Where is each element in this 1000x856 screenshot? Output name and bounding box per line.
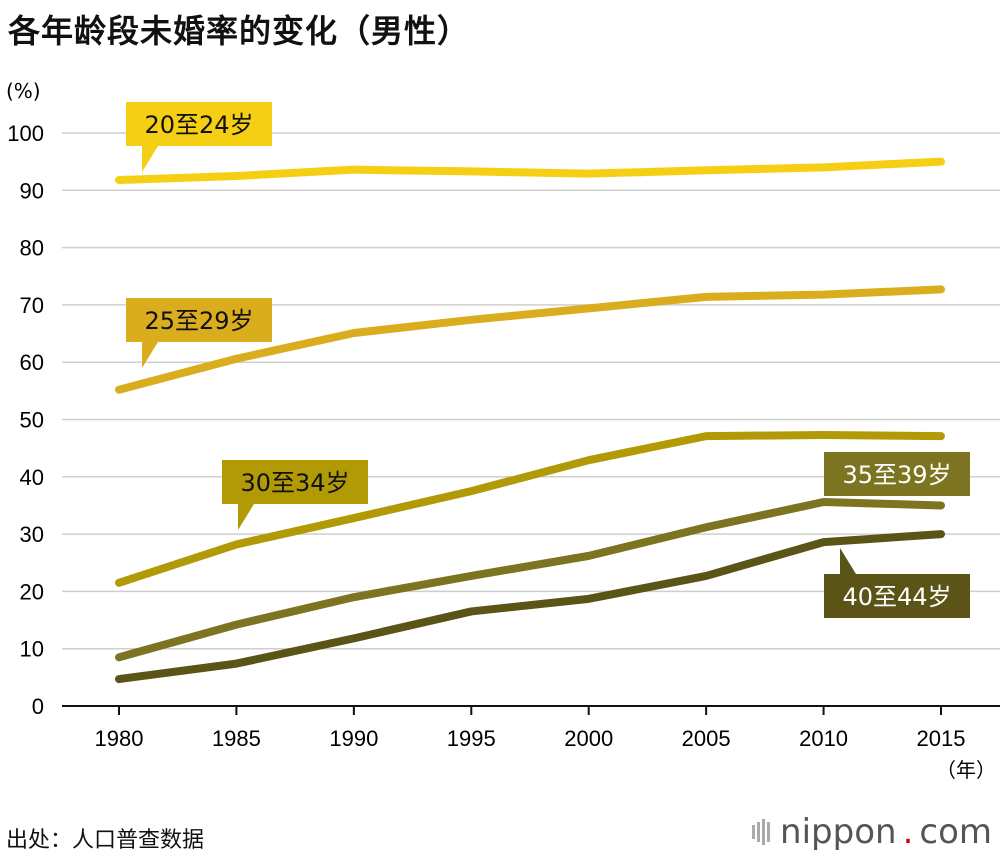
x-tick-label: 1995	[447, 726, 496, 751]
series-label-callout: 30至34岁	[222, 460, 368, 530]
callout-box	[824, 574, 970, 618]
callout-pointer	[238, 504, 254, 530]
brand-dot: .	[902, 812, 914, 852]
y-tick-label: 70	[20, 293, 44, 318]
source-note: 出处：人口普查数据	[6, 828, 205, 853]
y-tick-label: 90	[20, 178, 44, 203]
y-tick-label: 10	[20, 637, 44, 662]
series-label-text: 30至34岁	[240, 469, 349, 497]
y-tick-label: 50	[20, 408, 44, 433]
series-label-callout: 40至44岁	[824, 548, 970, 618]
x-axis-unit-label: （年）	[936, 758, 996, 782]
callout-pointer	[142, 342, 158, 368]
y-axis-unit-label: (%)	[6, 79, 41, 103]
chart-title: 各年龄段未婚率的变化（男性）	[8, 12, 471, 50]
x-tick-label: 2010	[799, 726, 848, 751]
x-tick-label: 1980	[95, 726, 144, 751]
callout-pointer	[840, 548, 856, 574]
series-line-3	[115, 430, 945, 587]
x-tick-label: 1990	[329, 726, 378, 751]
y-axis-ticks: 0 10 20 30 40 50 60 70 80 90 100	[7, 121, 44, 719]
x-axis-ticks: 1980 1985 1990 1995 2000 2005 2010 2015	[95, 706, 966, 751]
y-tick-label: 0	[32, 694, 44, 719]
series-lines	[115, 157, 945, 684]
x-tick-label: 1985	[212, 726, 261, 751]
series-label-text: 25至29岁	[144, 307, 253, 335]
x-tick-label: 2000	[564, 726, 613, 751]
brand-bars-icon	[752, 819, 771, 845]
x-tick-label: 2015	[917, 726, 966, 751]
callout-box	[222, 460, 368, 504]
callout-box	[126, 102, 272, 146]
y-tick-label: 60	[20, 350, 44, 375]
series-label-text: 40至44岁	[842, 583, 951, 611]
series-label-callout: 20至24岁	[126, 102, 272, 172]
gridlines	[62, 132, 1000, 707]
y-tick-label: 80	[20, 236, 44, 261]
series-label-callout: 35至39岁	[824, 452, 970, 496]
series-label-text: 20至24岁	[144, 111, 253, 139]
y-tick-label: 20	[20, 579, 44, 604]
brand-logo: nippon. com	[752, 812, 992, 852]
x-tick-label: 2005	[682, 726, 731, 751]
series-labels: 20至24岁 25至29岁 30至34岁 35至39岁 40至44岁	[126, 102, 970, 618]
y-tick-label: 40	[20, 465, 44, 490]
brand-tld: com	[919, 812, 992, 852]
series-line-1	[115, 157, 945, 184]
callout-pointer	[840, 474, 856, 496]
series-line-4	[115, 498, 945, 662]
y-tick-label: 30	[20, 522, 44, 547]
series-label-callout: 25至29岁	[126, 298, 272, 368]
callout-box	[126, 298, 272, 342]
y-tick-label: 100	[7, 121, 44, 146]
series-line-5	[115, 530, 945, 684]
series-label-text: 35至39岁	[842, 461, 951, 489]
brand-name: nippon	[780, 812, 897, 852]
series-line-2	[115, 285, 945, 394]
callout-pointer	[142, 146, 158, 172]
